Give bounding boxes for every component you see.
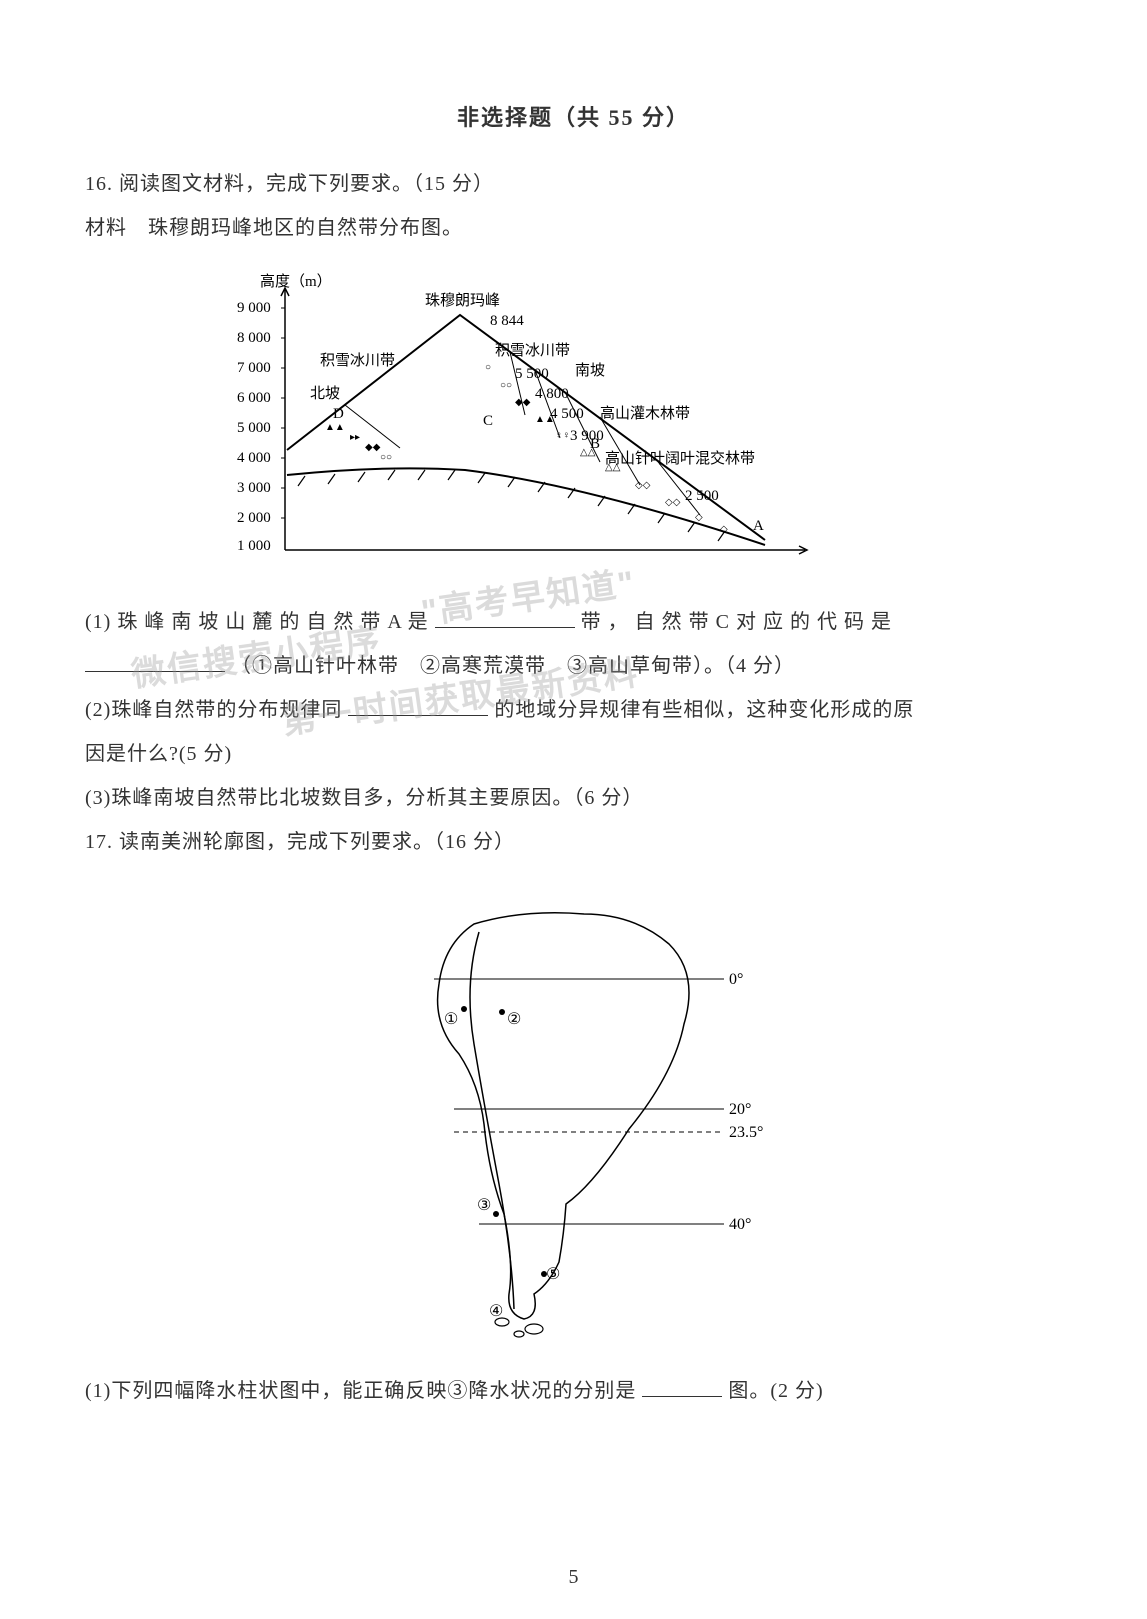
section-title: 非选择题（共 55 分）: [85, 100, 1062, 132]
q16-sub3: (3)珠峰南坡自然带比北坡数目多，分析其主要原因。（6 分）: [85, 776, 1062, 820]
zone-ice-s: 积雪冰川带: [495, 342, 570, 359]
q17-stem-text: 读南美洲轮廓图，完成下列要求。（16 分）: [119, 831, 515, 853]
q16-number: 16.: [85, 173, 113, 195]
blank-q16-2[interactable]: [348, 696, 488, 716]
peak-elev: 8 844: [490, 313, 524, 329]
zone-ice-n: 积雪冰川带: [320, 352, 395, 369]
svg-text:40°: 40°: [729, 1216, 751, 1233]
svg-text:4 800: 4 800: [535, 386, 569, 402]
q16-sub1: (1) 珠 峰 南 坡 山 麓 的 自 然 带 A 是 带 ， 自 然 带 C …: [85, 600, 1062, 644]
q16-stem-text: 阅读图文材料，完成下列要求。（15 分）: [119, 173, 494, 195]
svg-text:♀♀: ♀♀: [555, 430, 570, 441]
everest-diagram: 高度（m） 9 000 8 000 7 000 6 000 5 000 4 00…: [205, 270, 825, 575]
svg-text:○○: ○○: [500, 380, 512, 391]
svg-text:4 000: 4 000: [237, 450, 271, 466]
svg-text:◆◆: ◆◆: [365, 442, 381, 453]
svg-text:◇: ◇: [695, 512, 703, 523]
zone-mixed: 高山针叶阔叶混交林带: [605, 449, 755, 467]
q16-sub2-cont: 因是什么?(5 分): [85, 732, 1062, 776]
blank-q16-c[interactable]: [85, 652, 225, 672]
zone-shrub: 高山灌木林带: [600, 405, 690, 422]
svg-text:▲▲: ▲▲: [325, 422, 345, 433]
svg-text:3 000: 3 000: [237, 480, 271, 496]
svg-text:7 000: 7 000: [237, 360, 271, 376]
marker-a: A: [753, 518, 764, 534]
svg-text:○: ○: [485, 362, 491, 373]
q17-sub1-pre: (1)下列四幅降水柱状图中，能正确反映③降水状况的分别是: [85, 1380, 636, 1402]
peak-label: 珠穆朗玛峰: [425, 292, 500, 309]
q16-sub1-mid: 带 ， 自 然 带 C 对 应 的 代 码 是: [581, 611, 892, 633]
svg-text:▸▸: ▸▸: [350, 432, 360, 443]
point-1: ①: [444, 1011, 458, 1028]
svg-text:3 900: 3 900: [570, 428, 604, 444]
q17-sub1-post: 图。(2 分): [728, 1380, 823, 1402]
point-3: ③: [477, 1197, 491, 1214]
svg-text:◇◇: ◇◇: [665, 497, 681, 508]
point-2: ②: [507, 1011, 521, 1028]
marker-c: C: [483, 413, 493, 429]
svg-text:5 000: 5 000: [237, 420, 271, 436]
south-america-map: 0° 20° 23.5° 40° ① ② ③ ④ ⑤: [384, 884, 764, 1349]
svg-text:9 000: 9 000: [237, 300, 271, 316]
svg-text:20°: 20°: [729, 1101, 751, 1118]
svg-text:23.5°: 23.5°: [729, 1124, 763, 1141]
svg-text:5 500: 5 500: [515, 366, 549, 382]
blank-q17-1[interactable]: [642, 1377, 722, 1397]
point-4: ④: [489, 1303, 503, 1320]
page-number: 5: [569, 1566, 579, 1589]
y-ticks: 9 000 8 000 7 000 6 000 5 000 4 000 3 00…: [237, 300, 285, 554]
q16-sub1-pre: (1) 珠 峰 南 坡 山 麓 的 自 然 带 A 是: [85, 611, 435, 633]
south-slope: 南坡: [575, 362, 605, 379]
y-axis-label: 高度（m）: [260, 273, 332, 290]
q17-stem: 17. 读南美洲轮廓图，完成下列要求。（16 分）: [85, 820, 1062, 864]
q16-sub1-options: （①高山针叶林带 ②高寒荒漠带 ③高山草甸带）。（4 分）: [231, 655, 795, 677]
q16-sub2-post: 的地域分异规律有些相似，这种变化形成的原: [494, 699, 914, 721]
q17-number: 17.: [85, 831, 113, 853]
q16-stem: 16. 阅读图文材料，完成下列要求。（15 分）: [85, 162, 1062, 206]
q16-material: 材料 珠穆朗玛峰地区的自然带分布图。: [85, 206, 1062, 250]
svg-text:2 000: 2 000: [237, 510, 271, 526]
north-slope: 北坡: [310, 385, 340, 402]
q16-sub2-pre: (2)珠峰自然带的分布规律同: [85, 699, 342, 721]
marker-d: D: [333, 406, 344, 422]
svg-text:1 000: 1 000: [237, 538, 271, 554]
svg-text:6 000: 6 000: [237, 390, 271, 406]
svg-text:○○: ○○: [380, 452, 392, 463]
svg-text:4 500: 4 500: [550, 406, 584, 422]
point-5: ⑤: [546, 1266, 560, 1283]
svg-text:2 500: 2 500: [685, 488, 719, 504]
svg-text:◇: ◇: [720, 524, 728, 535]
q17-sub1: (1)下列四幅降水柱状图中，能正确反映③降水状况的分别是 图。(2 分): [85, 1369, 1062, 1413]
svg-text:◇◇: ◇◇: [635, 480, 651, 491]
svg-text:0°: 0°: [729, 971, 743, 988]
q16-sub2: (2)珠峰自然带的分布规律同 的地域分异规律有些相似，这种变化形成的原: [85, 688, 1062, 732]
q16-sub1-line2: （①高山针叶林带 ②高寒荒漠带 ③高山草甸带）。（4 分）: [85, 644, 1062, 688]
svg-text:◆◆: ◆◆: [515, 397, 531, 408]
svg-text:8 000: 8 000: [237, 330, 271, 346]
blank-q16-a[interactable]: [435, 608, 575, 628]
